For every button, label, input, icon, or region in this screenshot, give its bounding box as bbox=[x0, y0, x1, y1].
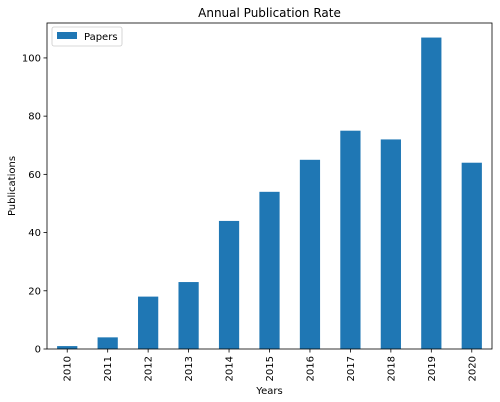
bar-2015 bbox=[259, 191, 280, 349]
bar-2012 bbox=[138, 296, 159, 349]
x-axis: 2010 2011 2012 2013 2014 2015 2016 2017 2018 2019… bbox=[63, 349, 478, 381]
x-tick-label: 2012 bbox=[144, 356, 155, 381]
x-tick-label: 2013 bbox=[184, 356, 195, 381]
bar-2019 bbox=[421, 37, 442, 350]
x-tick-label: 2011 bbox=[103, 356, 114, 381]
x-axis-label: Years bbox=[255, 386, 282, 397]
bar-2010 bbox=[57, 346, 78, 349]
bar-2017 bbox=[340, 130, 361, 349]
x-tick-label: 2014 bbox=[225, 356, 236, 381]
legend-box bbox=[51, 26, 123, 47]
y-tick-label: 80 bbox=[28, 112, 41, 123]
x-tick-label: 2017 bbox=[346, 356, 357, 381]
plot-frame bbox=[46, 22, 493, 350]
bar-2020 bbox=[461, 162, 482, 349]
legend: Papers bbox=[51, 26, 123, 47]
bar-2014 bbox=[218, 220, 240, 349]
y-tick-label: 40 bbox=[28, 228, 41, 239]
y-axis-label: Publications bbox=[7, 156, 18, 216]
y-tick-label: 20 bbox=[28, 286, 41, 297]
x-tick-label: 2020 bbox=[467, 356, 478, 381]
bar-2018 bbox=[380, 139, 401, 349]
chart-title: Annual Publication Rate bbox=[198, 6, 341, 20]
bar-2016 bbox=[299, 159, 321, 349]
y-tick-label: 100 bbox=[22, 53, 41, 64]
x-tick-label: 2016 bbox=[305, 356, 316, 381]
x-tick-label: 2019 bbox=[427, 356, 438, 381]
bars-group bbox=[57, 37, 482, 350]
legend-label: Papers bbox=[84, 32, 118, 43]
bar-2013 bbox=[178, 282, 199, 349]
y-tick-label: 60 bbox=[28, 170, 41, 181]
x-tick-label: 2018 bbox=[386, 356, 397, 381]
legend-swatch bbox=[57, 32, 77, 39]
y-axis: 0 20 40 60 80 100 bbox=[22, 53, 47, 356]
y-tick-label: 0 bbox=[35, 345, 41, 356]
x-tick-label: 2015 bbox=[265, 356, 276, 381]
x-tick-label: 2010 bbox=[63, 356, 74, 381]
bar-2011 bbox=[97, 337, 118, 349]
